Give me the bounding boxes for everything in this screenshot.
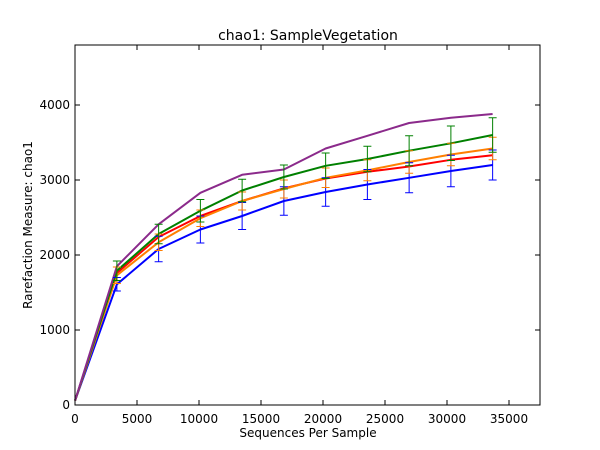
y-tick-label-4000: 4000 [39,98,70,112]
axes-frame [74,44,541,406]
x-tick-label-35000: 35000 [490,412,528,426]
y-tick-label-2000: 2000 [39,248,70,262]
y-tick-label-3000: 3000 [39,173,70,187]
x-tick-label-20000: 20000 [304,412,342,426]
x-axis-label: Sequences Per Sample [239,426,376,440]
plot-area: 0 5000 10000 15000 20000 25000 30000 35000 0 1000… [39,44,541,426]
x-tick-label-10000: 10000 [180,412,218,426]
y-tick-label-0: 0 [62,398,70,412]
x-tick-label-15000: 15000 [242,412,280,426]
x-tick-label-30000: 30000 [428,412,466,426]
y-tick-label-1000: 1000 [39,323,70,337]
chart-title: chao1: SampleVegetation [218,28,398,44]
x-tick-label-0: 0 [71,412,79,426]
y-axis-label: Rarefaction Measure: chao1 [21,141,35,309]
x-tick-label-5000: 5000 [122,412,153,426]
x-tick-label-25000: 25000 [366,412,404,426]
